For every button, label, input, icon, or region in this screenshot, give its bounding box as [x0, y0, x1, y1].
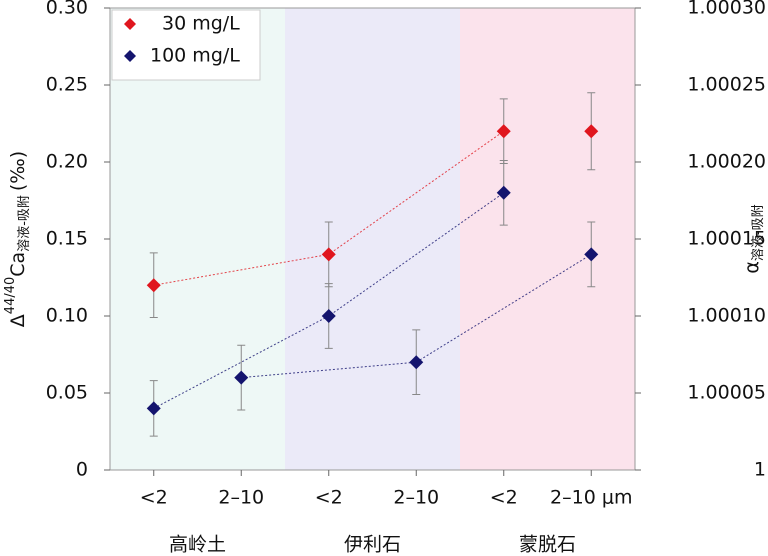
x-tick-label: 2–10 μm	[550, 487, 632, 509]
y2-tick-label: 1.00015	[687, 228, 766, 250]
y2-axis-label-part: α	[741, 261, 763, 274]
y-tick-label: 0	[76, 459, 88, 481]
y-tick-label: 0.15	[46, 228, 88, 250]
data-point	[234, 370, 249, 385]
y2-tick-label: 1.00020	[687, 151, 766, 173]
y-tick-label: 0.20	[46, 151, 88, 173]
data-point	[496, 185, 511, 200]
group-band	[110, 8, 285, 470]
y2-tick-label: 1.00005	[687, 382, 766, 404]
y2-axis-label-part: 溶液-吸附	[751, 204, 766, 261]
legend-label: 30 mg/L	[162, 13, 240, 35]
data-point	[584, 247, 599, 262]
x-tick-label: <2	[140, 487, 168, 509]
y-tick-label: 0.10	[46, 305, 88, 327]
group-band	[460, 8, 635, 470]
y-axis-label-part: Δ	[7, 314, 29, 327]
x-tick-label: 2–10	[218, 487, 264, 509]
y-axis-label: Δ44/40Ca溶液-吸附 (‰)	[3, 151, 32, 327]
legend-label: 100 mg/L	[150, 45, 240, 67]
legend-marker	[124, 18, 136, 30]
data-point	[496, 124, 511, 139]
y2-tick-label: 1	[754, 459, 766, 481]
data-point	[146, 278, 161, 293]
y-tick-label: 0.05	[46, 382, 88, 404]
group-label: 蒙脱石	[519, 534, 576, 556]
data-point	[409, 355, 424, 370]
group-band	[285, 8, 460, 470]
x-tick-label: <2	[315, 487, 343, 509]
group-label: 伊利石	[344, 534, 401, 556]
data-point	[584, 124, 599, 139]
y-axis-label-part: 溶液-吸附	[17, 195, 32, 252]
y-tick-label: 0.25	[46, 74, 88, 96]
y-axis-label-part: Ca	[7, 252, 29, 277]
x-tick-label: <2	[490, 487, 518, 509]
y-tick-label: 0.30	[46, 0, 88, 19]
y2-tick-label: 1.00010	[687, 305, 766, 327]
y-axis-label-part: 44/40	[3, 277, 18, 314]
y2-axis-label: α溶液-吸附	[741, 204, 766, 273]
legend-marker	[124, 50, 136, 62]
y2-tick-label: 1.00025	[687, 74, 766, 96]
x-tick-label: 2–10	[393, 487, 439, 509]
series-line	[241, 253, 592, 379]
data-point	[321, 247, 336, 262]
data-point	[321, 309, 336, 323]
legend-box	[111, 9, 261, 81]
y2-tick-label: 1.00030	[687, 0, 766, 19]
group-label: 高岭土	[169, 534, 226, 556]
y-axis-label-part: (‰)	[7, 151, 29, 191]
data-point	[146, 401, 161, 416]
